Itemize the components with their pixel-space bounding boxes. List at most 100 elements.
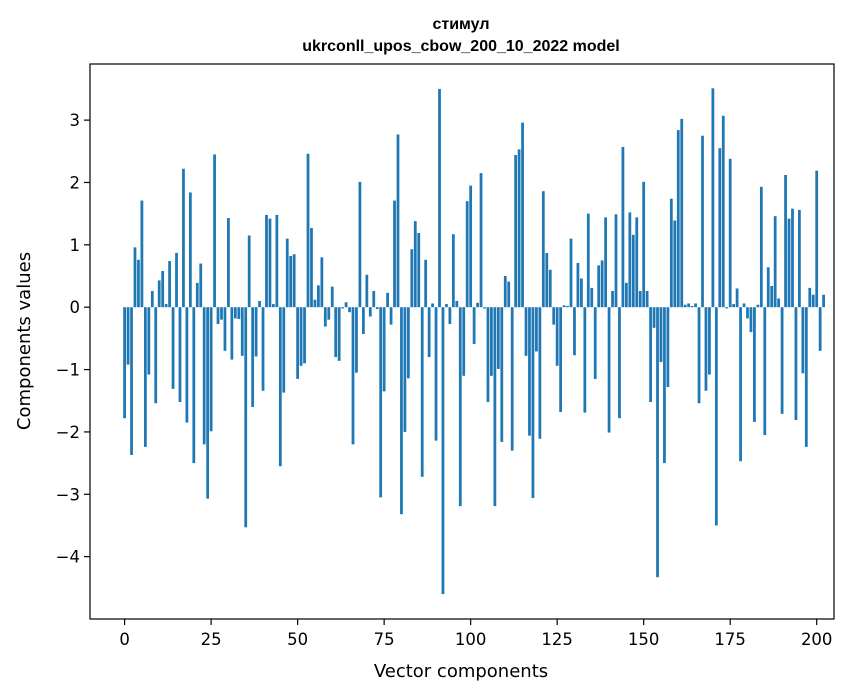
bar [659,307,663,363]
y-tick-label: −4 [56,548,80,567]
bar [791,208,794,308]
bar [766,267,770,308]
bar [524,307,528,356]
bar [230,307,234,360]
bar [642,181,646,308]
bar [403,307,407,432]
bar [645,290,649,308]
bar [330,286,334,308]
bar [704,307,708,391]
bar [337,307,341,361]
bar [161,271,165,308]
bar [490,307,493,376]
bar [382,307,386,392]
chart-title: стимул [432,16,489,33]
bar [417,232,421,308]
bar [753,307,756,422]
bar [375,307,379,310]
bar [240,307,244,356]
bar [195,282,199,308]
plot-area-frame [89,63,835,620]
bar [798,209,801,308]
bar [458,307,462,507]
bar [607,307,611,433]
bar [500,307,504,442]
x-tick-label: 50 [287,630,308,649]
bar [261,307,265,391]
bar [794,307,798,421]
bar [483,307,486,309]
y-tick-label: 3 [70,111,81,130]
bar [763,307,767,436]
bar [652,307,656,328]
bar [756,304,760,308]
bar [140,200,144,308]
bar [586,213,590,308]
bar [656,307,659,578]
bar [150,290,154,308]
bar [420,307,424,477]
bar [621,146,625,308]
bar [223,307,227,351]
x-tick-label: 100 [455,630,487,649]
bar [455,300,459,308]
x-axis-label: Vector components [374,661,548,682]
y-axis-ticks: −4 −3 −2 −1 0 1 2 3 [56,111,90,567]
bar [773,216,777,308]
bar [441,307,445,595]
bar [732,304,736,308]
bar [233,307,237,319]
bar [808,287,812,308]
x-tick-label: 25 [201,630,222,649]
bar [777,298,781,308]
bar [296,307,300,379]
bar [476,302,479,308]
bar [801,307,805,374]
bar [486,307,490,402]
bar [355,307,358,373]
bar [638,290,642,308]
y-tick-label: −2 [56,423,80,442]
bar [445,304,448,308]
bar [701,135,704,308]
bar [265,214,268,308]
y-tick-label: −3 [56,485,80,504]
bars-group [123,88,825,595]
bar [154,307,158,404]
bar [493,307,497,507]
x-tick-label: 150 [628,630,660,649]
bar [313,299,317,308]
bar [576,262,580,308]
bar [469,185,473,308]
bar [213,154,216,308]
bar [303,307,306,364]
bar [171,307,175,389]
bar [583,307,587,413]
x-tick-label: 125 [541,630,573,649]
bar [694,303,697,308]
bar [818,307,822,351]
bar [683,304,687,308]
bar [372,290,376,308]
bar [451,234,455,308]
bar [804,307,808,447]
bar [310,228,313,308]
bar [410,249,414,308]
bar [676,130,680,308]
bar [566,305,569,308]
bar [351,307,355,445]
bar [600,260,604,308]
bar [164,304,168,308]
bar [521,122,524,308]
bar [379,307,383,498]
bar [206,307,210,499]
bar [126,307,130,365]
bar [168,261,171,308]
bar [365,274,369,308]
bar [635,217,639,308]
bar [604,217,607,308]
x-tick-label: 75 [374,630,395,649]
bar [721,115,725,308]
bar [590,287,594,308]
